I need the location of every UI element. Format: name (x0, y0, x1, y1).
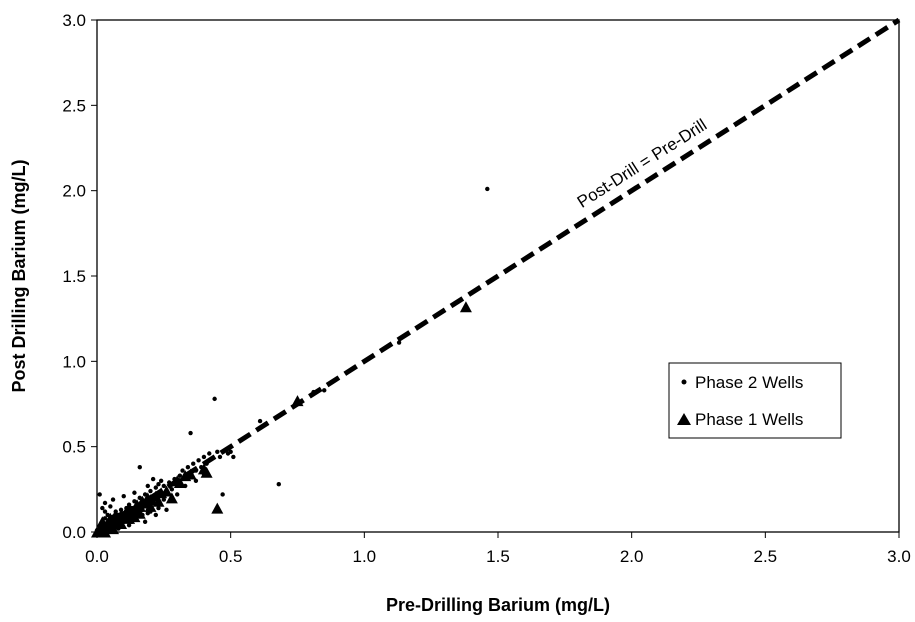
y-tick-label: 1.0 (62, 352, 86, 371)
phase1-data-point (104, 512, 117, 524)
phase2-data-point (207, 451, 212, 456)
phase2-data-point (201, 454, 207, 460)
phase2-data-point (193, 478, 199, 483)
phase2-data-point (396, 340, 402, 345)
phase2-data-point (188, 430, 193, 436)
phase2-data-point (108, 504, 113, 509)
phase2-data-point (156, 482, 161, 487)
y-tick-label: 1.5 (62, 267, 86, 286)
phase2-data-point (153, 485, 159, 490)
legend-phase1-label: Phase 1 Wells (695, 410, 803, 429)
series-phase1-wells (91, 301, 472, 538)
y-axis-title: Post Drilling Barium (mg/L) (9, 159, 29, 392)
phase1-data-point (99, 526, 112, 538)
phase2-data-point (185, 464, 191, 470)
phase2-data-point (110, 497, 116, 502)
series-phase2-wells (94, 186, 490, 533)
phase2-data-point (158, 478, 164, 483)
reference-line-group: Post-Drill = Pre-Drill (95, 17, 901, 535)
phase2-data-point (191, 461, 196, 466)
reference-line-label: Post-Drill = Pre-Drill (574, 115, 710, 212)
x-axis-ticks: 0.0 0.5 1.0 1.5 2.0 2.5 3.0 (85, 532, 911, 566)
phase1-data-point (211, 502, 224, 514)
phase2-data-point (322, 388, 327, 393)
phase2-data-point (97, 492, 102, 497)
phase2-data-point (217, 454, 223, 460)
phase1-data-point (200, 466, 213, 478)
phase2-data-point (142, 519, 148, 524)
legend-dot-marker (681, 379, 687, 385)
y-tick-label: 0.0 (62, 523, 86, 542)
x-tick-label: 1.5 (486, 547, 510, 566)
y-tick-label: 3.0 (62, 11, 86, 30)
legend-phase2-label: Phase 2 Wells (695, 373, 803, 392)
phase2-data-point (121, 493, 126, 499)
x-tick-label: 2.0 (620, 547, 644, 566)
phase2-data-point (148, 488, 153, 494)
phase1-data-point (173, 477, 186, 489)
x-tick-label: 0.0 (85, 547, 109, 566)
phase1-data-point (152, 495, 165, 507)
phase1-data-point (115, 517, 128, 529)
phase2-data-point (175, 492, 180, 497)
phase1-data-point (144, 500, 157, 512)
y-tick-label: 2.5 (62, 96, 86, 115)
phase1-data-point (144, 494, 157, 506)
phase2-data-point (485, 186, 490, 192)
phase1-data-point (107, 523, 120, 535)
x-tick-label: 0.5 (219, 547, 243, 566)
phase2-data-point (177, 473, 183, 478)
phase2-data-point (102, 500, 108, 506)
phase1-data-point (165, 492, 178, 504)
legend-triangle-marker (677, 413, 691, 425)
phase1-data-point (160, 485, 173, 497)
x-tick-label: 3.0 (887, 547, 911, 566)
phase2-data-point (215, 449, 220, 454)
phase2-data-point (257, 418, 263, 424)
legend: Phase 2 Wells Phase 1 Wells (668, 362, 842, 439)
phase2-data-point (145, 483, 150, 489)
phase2-data-point (161, 483, 167, 489)
phase2-data-point (196, 458, 201, 463)
phase2-data-point (132, 490, 137, 495)
phase2-data-point (169, 487, 175, 492)
phase2-data-point (180, 468, 185, 473)
phase2-data-point (153, 512, 159, 518)
phase2-data-point (276, 482, 281, 487)
phase2-data-point (156, 505, 161, 511)
data-points (91, 186, 490, 538)
legend-box (668, 362, 842, 439)
y-axis-ticks: 0.0 0.5 1.0 1.5 2.0 2.5 3.0 (62, 11, 97, 542)
x-tick-label: 1.0 (353, 547, 377, 566)
y-tick-label: 0.5 (62, 438, 86, 457)
phase2-data-point (164, 507, 169, 513)
x-tick-label: 2.5 (754, 547, 778, 566)
phase2-data-point (102, 509, 108, 514)
phase2-data-point (137, 464, 142, 470)
reference-line (95, 17, 901, 535)
phase2-data-point (231, 454, 236, 460)
phase1-data-point (459, 301, 472, 313)
phase2-data-point (150, 476, 156, 482)
phase2-data-point (228, 449, 233, 454)
phase2-data-point (100, 505, 105, 511)
x-axis-title: Pre-Drilling Barium (mg/L) (386, 595, 610, 615)
phase2-data-point (220, 492, 225, 497)
phase1-data-point (128, 511, 141, 523)
y-tick-label: 2.0 (62, 182, 86, 201)
phase2-data-point (212, 396, 217, 402)
phase2-data-point (161, 497, 167, 502)
phase2-data-point (126, 522, 132, 528)
